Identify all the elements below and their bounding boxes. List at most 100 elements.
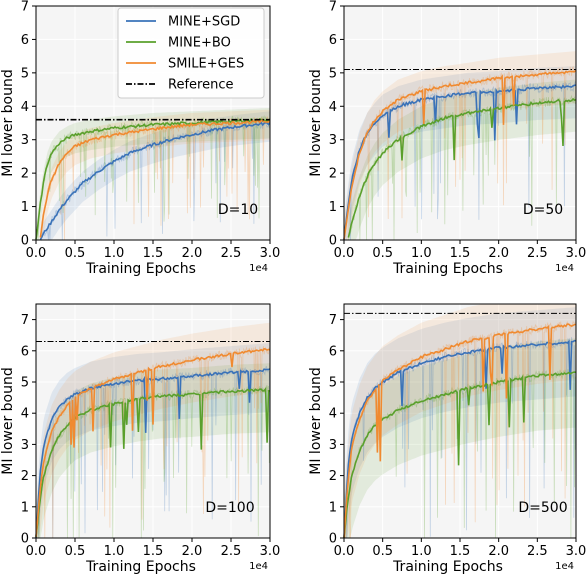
x-tick-label: 1.0 (411, 544, 432, 559)
legend-label-smile-ges: SMILE+GES (168, 57, 244, 72)
raw-trace-mine-sgd (35, 365, 271, 539)
x-tick-label: 1.0 (411, 246, 432, 261)
y-axis-label-d100: MI lower bound (0, 367, 16, 474)
y-tick-label: 4 (329, 407, 337, 422)
y-axis-label-d50: MI lower bound (308, 69, 324, 176)
series-lines-d100 (35, 347, 271, 538)
y-tick-label: 1 (329, 500, 337, 515)
y-tick-label: 6 (329, 33, 337, 48)
y-tick-label: 2 (21, 167, 29, 182)
band-smile-ges (36, 322, 270, 538)
y-axis-label-d500: MI lower bound (308, 367, 324, 474)
y-tick-label: 0 (329, 234, 337, 249)
y-axis-label-d10: MI lower bound (0, 69, 16, 176)
y-tick-label: 2 (21, 469, 29, 484)
x-tick-label: 1.5 (450, 246, 471, 261)
series-line-smile-ges (343, 69, 577, 240)
y-tick-label: 5 (329, 66, 337, 81)
x-ticks-d50: 0.0 0.5 1.0 1.5 2.0 2.5 3.0 (334, 240, 587, 261)
legend-label-reference: Reference (168, 78, 233, 93)
y-tick-label: 3 (329, 438, 337, 453)
x-tick-label: 3.0 (566, 246, 587, 261)
series-line-smile-ges (35, 347, 271, 537)
y-ticks-d10: 0 1 2 3 4 5 6 7 (21, 0, 36, 249)
y-tick-label: 5 (21, 66, 29, 81)
y-tick-label: 7 (21, 0, 29, 15)
variance-bands-d10 (36, 108, 271, 240)
raw-trace-mine-bo (348, 94, 577, 241)
raw-trace-mine-sgd (343, 81, 577, 241)
y-tick-label: 7 (329, 0, 337, 15)
y-tick-label: 6 (329, 344, 337, 359)
x-tick-label: 0.0 (26, 544, 47, 559)
legend-label-mine-bo: MINE+BO (168, 36, 231, 51)
x-ticks-d500: 0.0 0.5 1.0 1.5 2.0 2.5 3.0 (334, 538, 587, 559)
y-tick-label: 2 (329, 469, 337, 484)
raw-traces-d50 (343, 66, 577, 241)
x-tick-label: 2.0 (182, 246, 203, 261)
raw-trace-mine-sgd (343, 336, 577, 539)
legend-box (117, 7, 265, 99)
y-ticks-d100: 0 1 2 3 4 5 6 7 (21, 313, 36, 547)
y-tick-label: 3 (21, 438, 29, 453)
series-line-mine-sgd (35, 368, 271, 538)
x-tick-label: 2.0 (488, 246, 509, 261)
panel-d50: 0.0 0.5 1.0 1.5 2.0 2.5 3.0 0 1 2 3 4 5 6 7 Training … (308, 0, 586, 277)
x-tick-label: 3.0 (566, 544, 587, 559)
x-axis-label-d10: Training Epochs (85, 261, 196, 277)
x-tick-label: 2.0 (182, 544, 203, 559)
series-lines-d500 (343, 323, 577, 539)
series-lines-d10 (35, 117, 271, 240)
y-tick-label: 0 (21, 234, 29, 249)
band-mine-sgd (40, 111, 271, 240)
x-ticks-d100: 0.0 0.5 1.0 1.5 2.0 2.5 3.0 (26, 538, 280, 559)
x-tick-label: 0.0 (334, 246, 355, 261)
x-tick-label: 2.5 (221, 246, 242, 261)
panel-label-d100: D=100 (205, 500, 254, 516)
x-tick-label: 1.5 (143, 544, 164, 559)
y-tick-label: 5 (329, 376, 337, 391)
raw-trace-smile-ges (343, 66, 577, 241)
x-tick-label: 0.0 (26, 246, 47, 261)
x-tick-label: 2.5 (221, 544, 242, 559)
series-lines-d50 (343, 69, 577, 241)
y-tick-label: 5 (21, 376, 29, 391)
y-tick-label: 2 (329, 167, 337, 182)
x-axis-label-d50: Training Epochs (392, 261, 503, 277)
y-tick-label: 4 (329, 100, 337, 115)
y-tick-label: 7 (21, 313, 29, 328)
x-tick-label: 3.0 (260, 246, 281, 261)
x-ticks-d10: 0.0 0.5 1.0 1.5 2.0 2.5 3.0 (26, 240, 281, 261)
series-line-mine-sgd (343, 84, 577, 241)
x-tick-label: 2.5 (527, 246, 548, 261)
y-tick-label: 3 (329, 133, 337, 148)
band-smile-ges (40, 109, 271, 240)
y-tick-label: 3 (21, 133, 29, 148)
x-axis-label-d100: Training Epochs (85, 559, 196, 575)
y-tick-label: 0 (21, 532, 29, 547)
series-line-mine-sgd (39, 121, 271, 240)
x-tick-label: 1.5 (450, 544, 471, 559)
x-tick-label: 0.5 (372, 544, 393, 559)
x-exponent-d50: 1e4 (555, 263, 574, 274)
panel-d100: 0.0 0.5 1.0 1.5 2.0 2.5 3.0 0 1 2 3 4 5 6 7 Training … (0, 303, 280, 575)
y-ticks-d50: 0 1 2 3 4 5 6 7 (329, 0, 344, 249)
series-line-mine-bo (35, 117, 271, 240)
series-line-mine-bo (343, 371, 577, 538)
y-tick-label: 4 (21, 407, 29, 422)
x-tick-label: 0.5 (65, 544, 86, 559)
y-tick-label: 6 (21, 344, 29, 359)
y-tick-label: 0 (329, 532, 337, 547)
band-mine-bo (36, 108, 270, 240)
y-ticks-d500: 0 1 2 3 4 5 6 7 (329, 313, 344, 547)
y-tick-label: 1 (21, 500, 29, 515)
panel-label-d10: D=10 (218, 202, 258, 218)
legend: MINE+SGD MINE+BO SMILE+GES Reference (117, 7, 265, 99)
x-tick-label: 0.5 (65, 246, 86, 261)
panel-label-d50: D=50 (523, 202, 563, 218)
series-line-smile-ges (343, 323, 577, 539)
y-tick-label: 1 (21, 200, 29, 215)
x-tick-label: 1.5 (143, 246, 164, 261)
x-tick-label: 1.0 (104, 544, 125, 559)
y-tick-label: 1 (329, 200, 337, 215)
